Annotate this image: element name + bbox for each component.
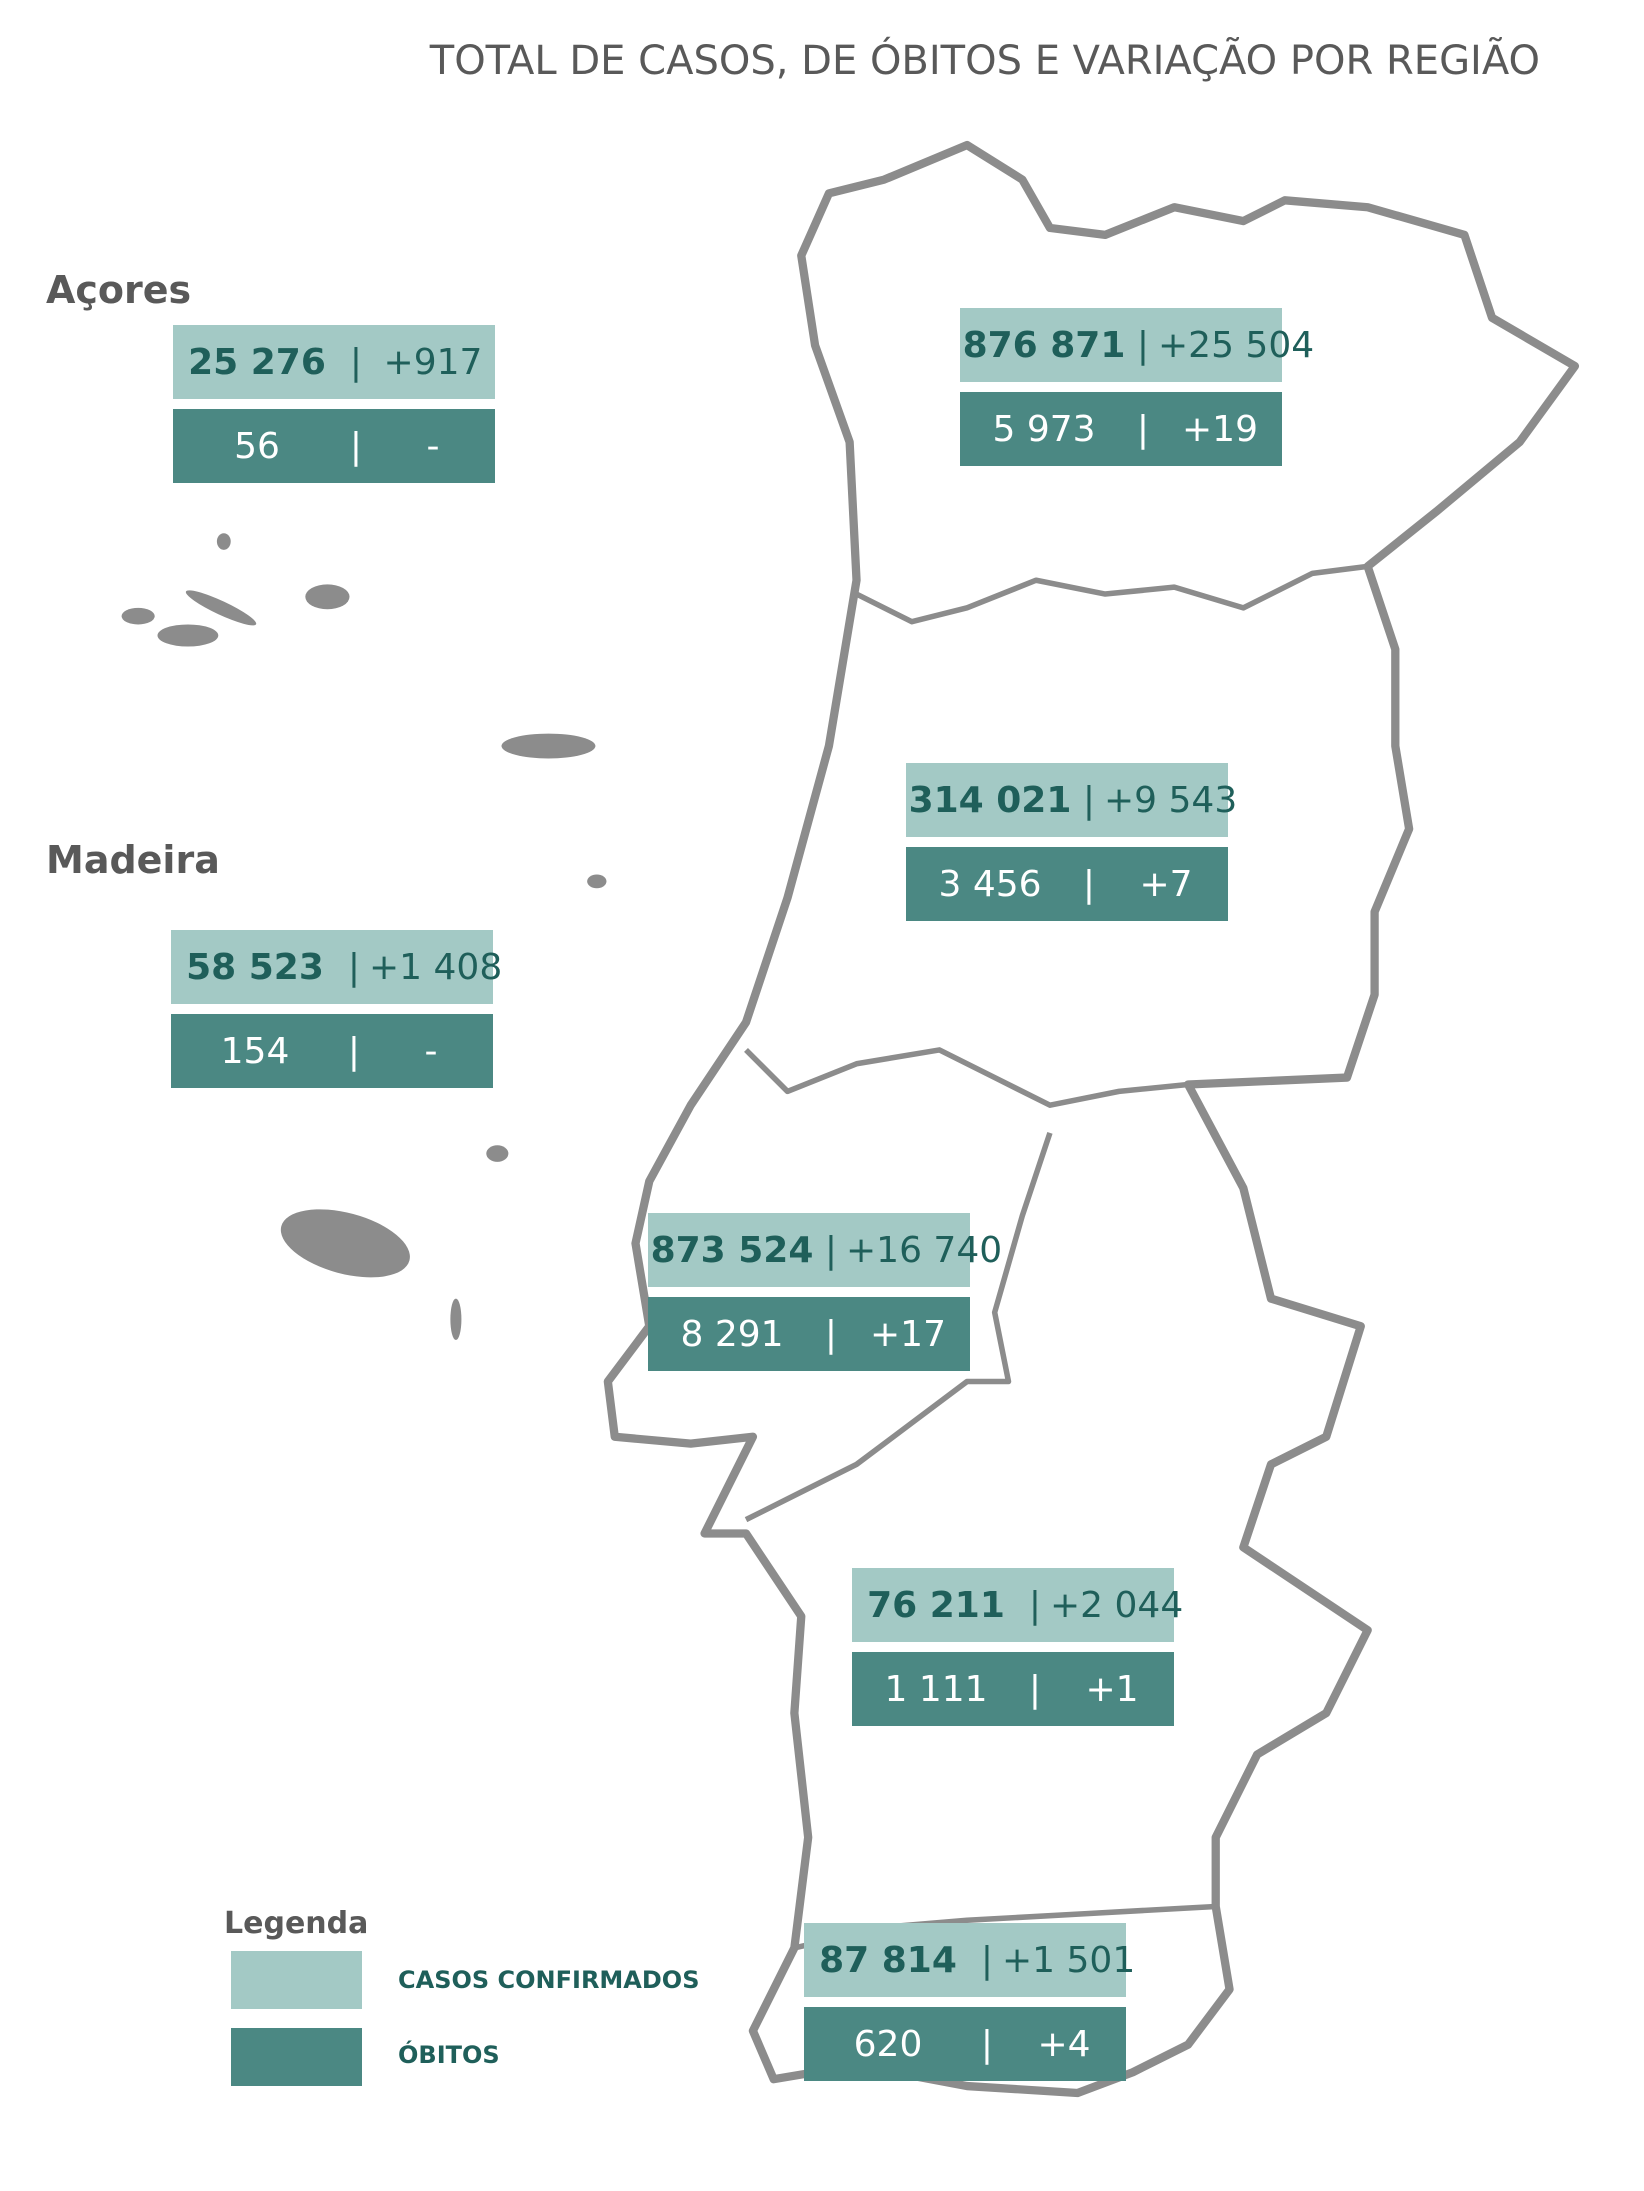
deaths-box: 154 | - — [171, 1014, 493, 1088]
separator: | — [349, 425, 363, 467]
cases-box: 873 524 | +16 740 — [648, 1213, 1002, 1287]
separator: | — [1136, 324, 1150, 366]
deaths-box: 3 456 | +7 — [906, 847, 1228, 921]
cases-change: +25 504 — [1158, 324, 1315, 366]
cases-change: +1 501 — [1002, 1939, 1136, 1981]
legend-swatch — [231, 2028, 362, 2086]
separator: | — [1082, 863, 1096, 905]
region-border — [744, 1047, 1189, 1108]
separator: | — [347, 1030, 361, 1072]
island — [157, 624, 219, 647]
deaths-box: 8 291 | +17 — [648, 1297, 970, 1371]
cases-value: 25 276 — [188, 341, 326, 383]
deaths-box: 56 | - — [173, 409, 495, 483]
island — [450, 1298, 462, 1341]
cases-box: 76 211 | +2 044 — [852, 1568, 1183, 1642]
cases-box: 314 021 | +9 543 — [906, 763, 1237, 837]
region-border — [744, 1131, 1053, 1523]
island — [185, 590, 257, 626]
deaths-change: +4 — [1037, 2023, 1091, 2065]
region-name: Madeira — [46, 838, 220, 882]
legend-label: ÓBITOS — [398, 2041, 500, 2069]
separator: | — [1082, 779, 1096, 821]
cases-change: +16 740 — [846, 1229, 1003, 1271]
deaths-value: 1 111 — [884, 1668, 988, 1710]
cases-change: +917 — [383, 341, 483, 383]
cases-value: 873 524 — [650, 1229, 814, 1271]
cases-box: 58 523 | +1 408 — [171, 930, 502, 1004]
deaths-change: - — [426, 425, 440, 467]
island — [216, 533, 231, 550]
island — [121, 607, 155, 625]
cases-value: 876 871 — [962, 324, 1126, 366]
deaths-value: 56 — [234, 425, 280, 467]
separator: | — [1028, 1668, 1042, 1710]
cases-change: +1 408 — [369, 946, 503, 988]
deaths-change: +17 — [870, 1313, 946, 1355]
separator: | — [980, 1939, 994, 1981]
legend-title: Legenda — [224, 1906, 369, 1941]
cases-change: +2 044 — [1050, 1584, 1184, 1626]
separator: | — [1136, 408, 1150, 450]
cases-box: 87 814 | +1 501 — [804, 1923, 1135, 1997]
deaths-value: 154 — [220, 1030, 290, 1072]
separator: | — [824, 1229, 838, 1271]
island — [280, 1209, 410, 1278]
cases-value: 76 211 — [867, 1584, 1005, 1626]
deaths-box: 620 | +4 — [804, 2007, 1126, 2081]
deaths-change: +1 — [1085, 1668, 1139, 1710]
region-border — [855, 563, 1369, 625]
deaths-change: +7 — [1139, 863, 1193, 905]
separator: | — [347, 946, 361, 988]
separator: | — [824, 1313, 838, 1355]
deaths-box: 5 973 | +19 — [960, 392, 1282, 466]
island — [587, 874, 607, 889]
deaths-change: +19 — [1182, 408, 1258, 450]
deaths-value: 8 291 — [680, 1313, 784, 1355]
deaths-value: 620 — [853, 2023, 923, 2065]
separator: | — [349, 341, 363, 383]
cases-value: 58 523 — [186, 946, 324, 988]
island — [486, 1145, 509, 1162]
deaths-value: 3 456 — [938, 863, 1042, 905]
island — [501, 733, 596, 759]
cases-box: 876 871 | +25 504 — [960, 308, 1314, 382]
cases-change: +9 543 — [1104, 779, 1238, 821]
mainland-outline — [603, 140, 1580, 2098]
deaths-value: 5 973 — [992, 408, 1096, 450]
title: TOTAL DE CASOS, DE ÓBITOS E VARIAÇÃO POR… — [429, 38, 1540, 84]
deaths-change: - — [424, 1030, 438, 1072]
cases-box: 25 276 | +917 — [173, 325, 495, 399]
separator: | — [1028, 1584, 1042, 1626]
deaths-box: 1 111 | +1 — [852, 1652, 1174, 1726]
region-name: Açores — [46, 268, 192, 312]
legend-swatch — [231, 1951, 362, 2009]
cases-value: 314 021 — [908, 779, 1072, 821]
cases-value: 87 814 — [819, 1939, 957, 1981]
island — [305, 584, 350, 610]
separator: | — [980, 2023, 994, 2065]
legend-label: CASOS CONFIRMADOS — [398, 1966, 700, 1994]
